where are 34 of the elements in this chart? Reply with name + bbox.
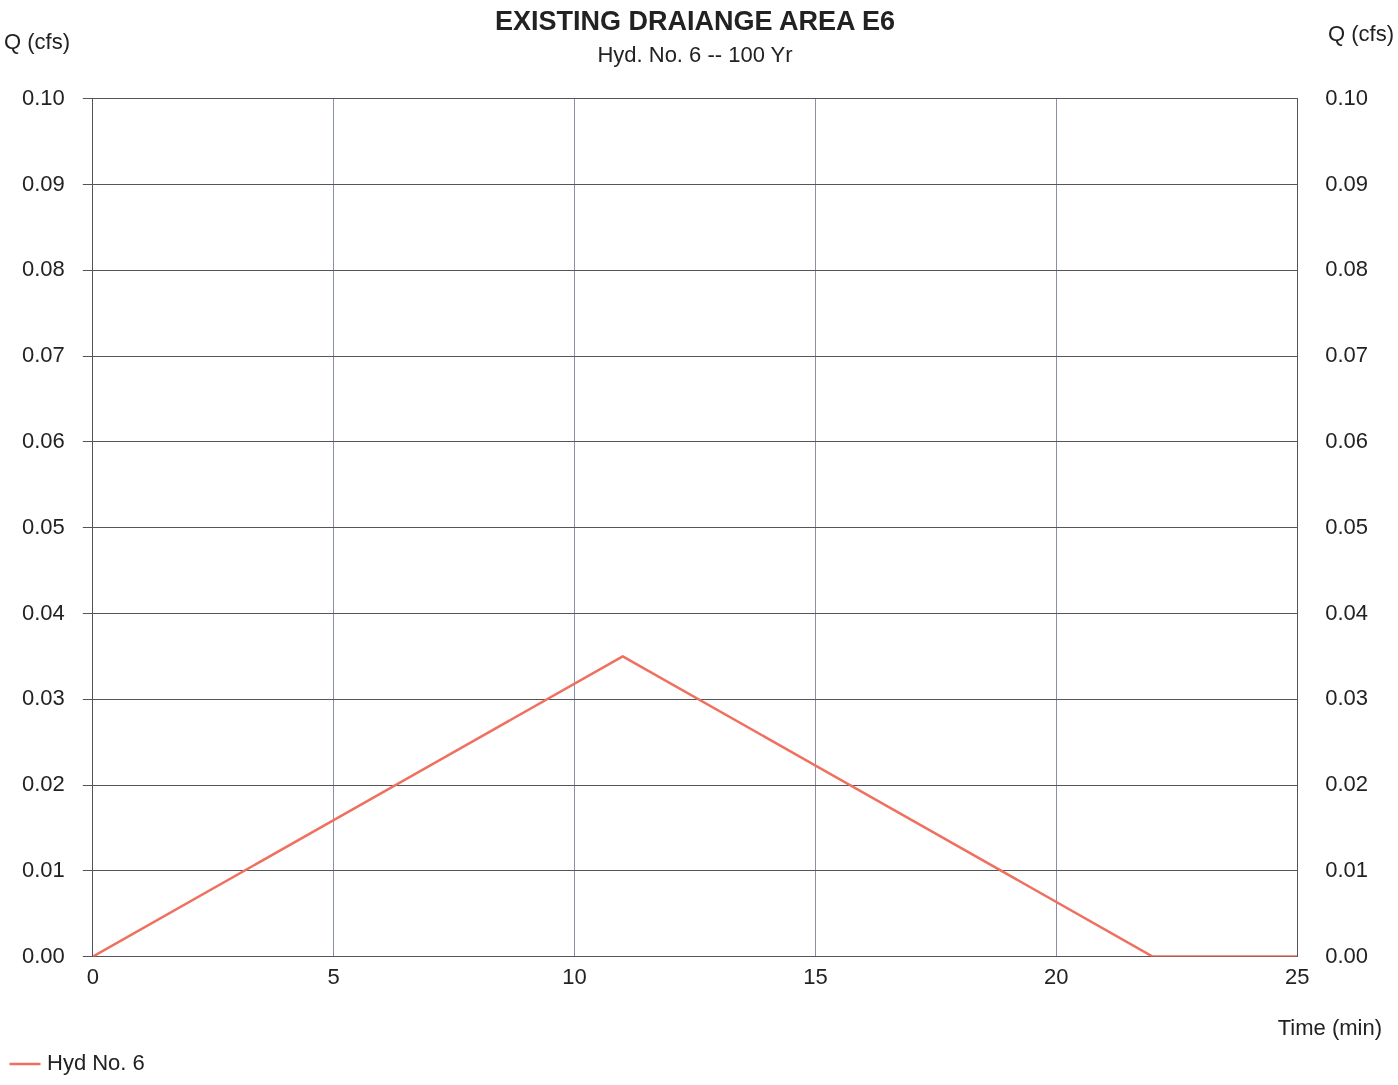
x-tick-label: 15 bbox=[803, 963, 828, 989]
y-axis-title: Q (cfs) bbox=[4, 28, 70, 54]
x-tick-label: 5 bbox=[327, 963, 340, 989]
chart-subtitle: Hyd. No. 6 -- 100 Yr bbox=[597, 41, 793, 67]
y-tick-label: 0.03 bbox=[21, 685, 65, 711]
y-tick-label: 0.06 bbox=[21, 427, 65, 453]
y2-axis-title: Q (cfs) bbox=[1328, 20, 1394, 46]
y-tick-label: 0.01 bbox=[21, 856, 65, 882]
y-tick-label: 0.02 bbox=[21, 771, 65, 797]
y2-tick-label: 0.01 bbox=[1325, 856, 1369, 882]
y-tick-label: 0.10 bbox=[21, 84, 65, 110]
y2-tick-label: 0.02 bbox=[1325, 771, 1369, 797]
y2-tick-label: 0.07 bbox=[1325, 342, 1369, 368]
y-tick-label: 0.09 bbox=[21, 170, 65, 196]
y2-tick-label: 0.10 bbox=[1325, 84, 1369, 110]
y2-tick-label: 0.06 bbox=[1325, 427, 1369, 453]
x-tick-label: 0 bbox=[86, 963, 99, 989]
x-axis-title: Time (min) bbox=[1277, 1014, 1382, 1040]
y2-tick-label: 0.00 bbox=[1325, 942, 1369, 968]
y2-tick-label: 0.05 bbox=[1325, 513, 1369, 539]
x-tick-label: 25 bbox=[1284, 963, 1310, 989]
y-tick-label: 0.07 bbox=[21, 342, 65, 368]
y2-tick-label: 0.03 bbox=[1325, 685, 1369, 711]
x-tick-label: 10 bbox=[562, 963, 587, 989]
y-tick-label: 0.08 bbox=[21, 256, 65, 282]
y-tick-label: 0.05 bbox=[21, 513, 65, 539]
x-tick-label: 20 bbox=[1044, 963, 1069, 989]
y2-tick-label: 0.04 bbox=[1325, 599, 1369, 625]
y-tick-label: 0.04 bbox=[21, 599, 65, 625]
legend-label: Hyd No. 6 bbox=[47, 1050, 145, 1076]
y2-tick-label: 0.08 bbox=[1325, 256, 1369, 282]
chart-title: EXISTING DRAIANGE AREA E6 bbox=[494, 5, 896, 36]
y-tick-label: 0.00 bbox=[21, 942, 65, 968]
y2-tick-label: 0.09 bbox=[1325, 170, 1369, 196]
